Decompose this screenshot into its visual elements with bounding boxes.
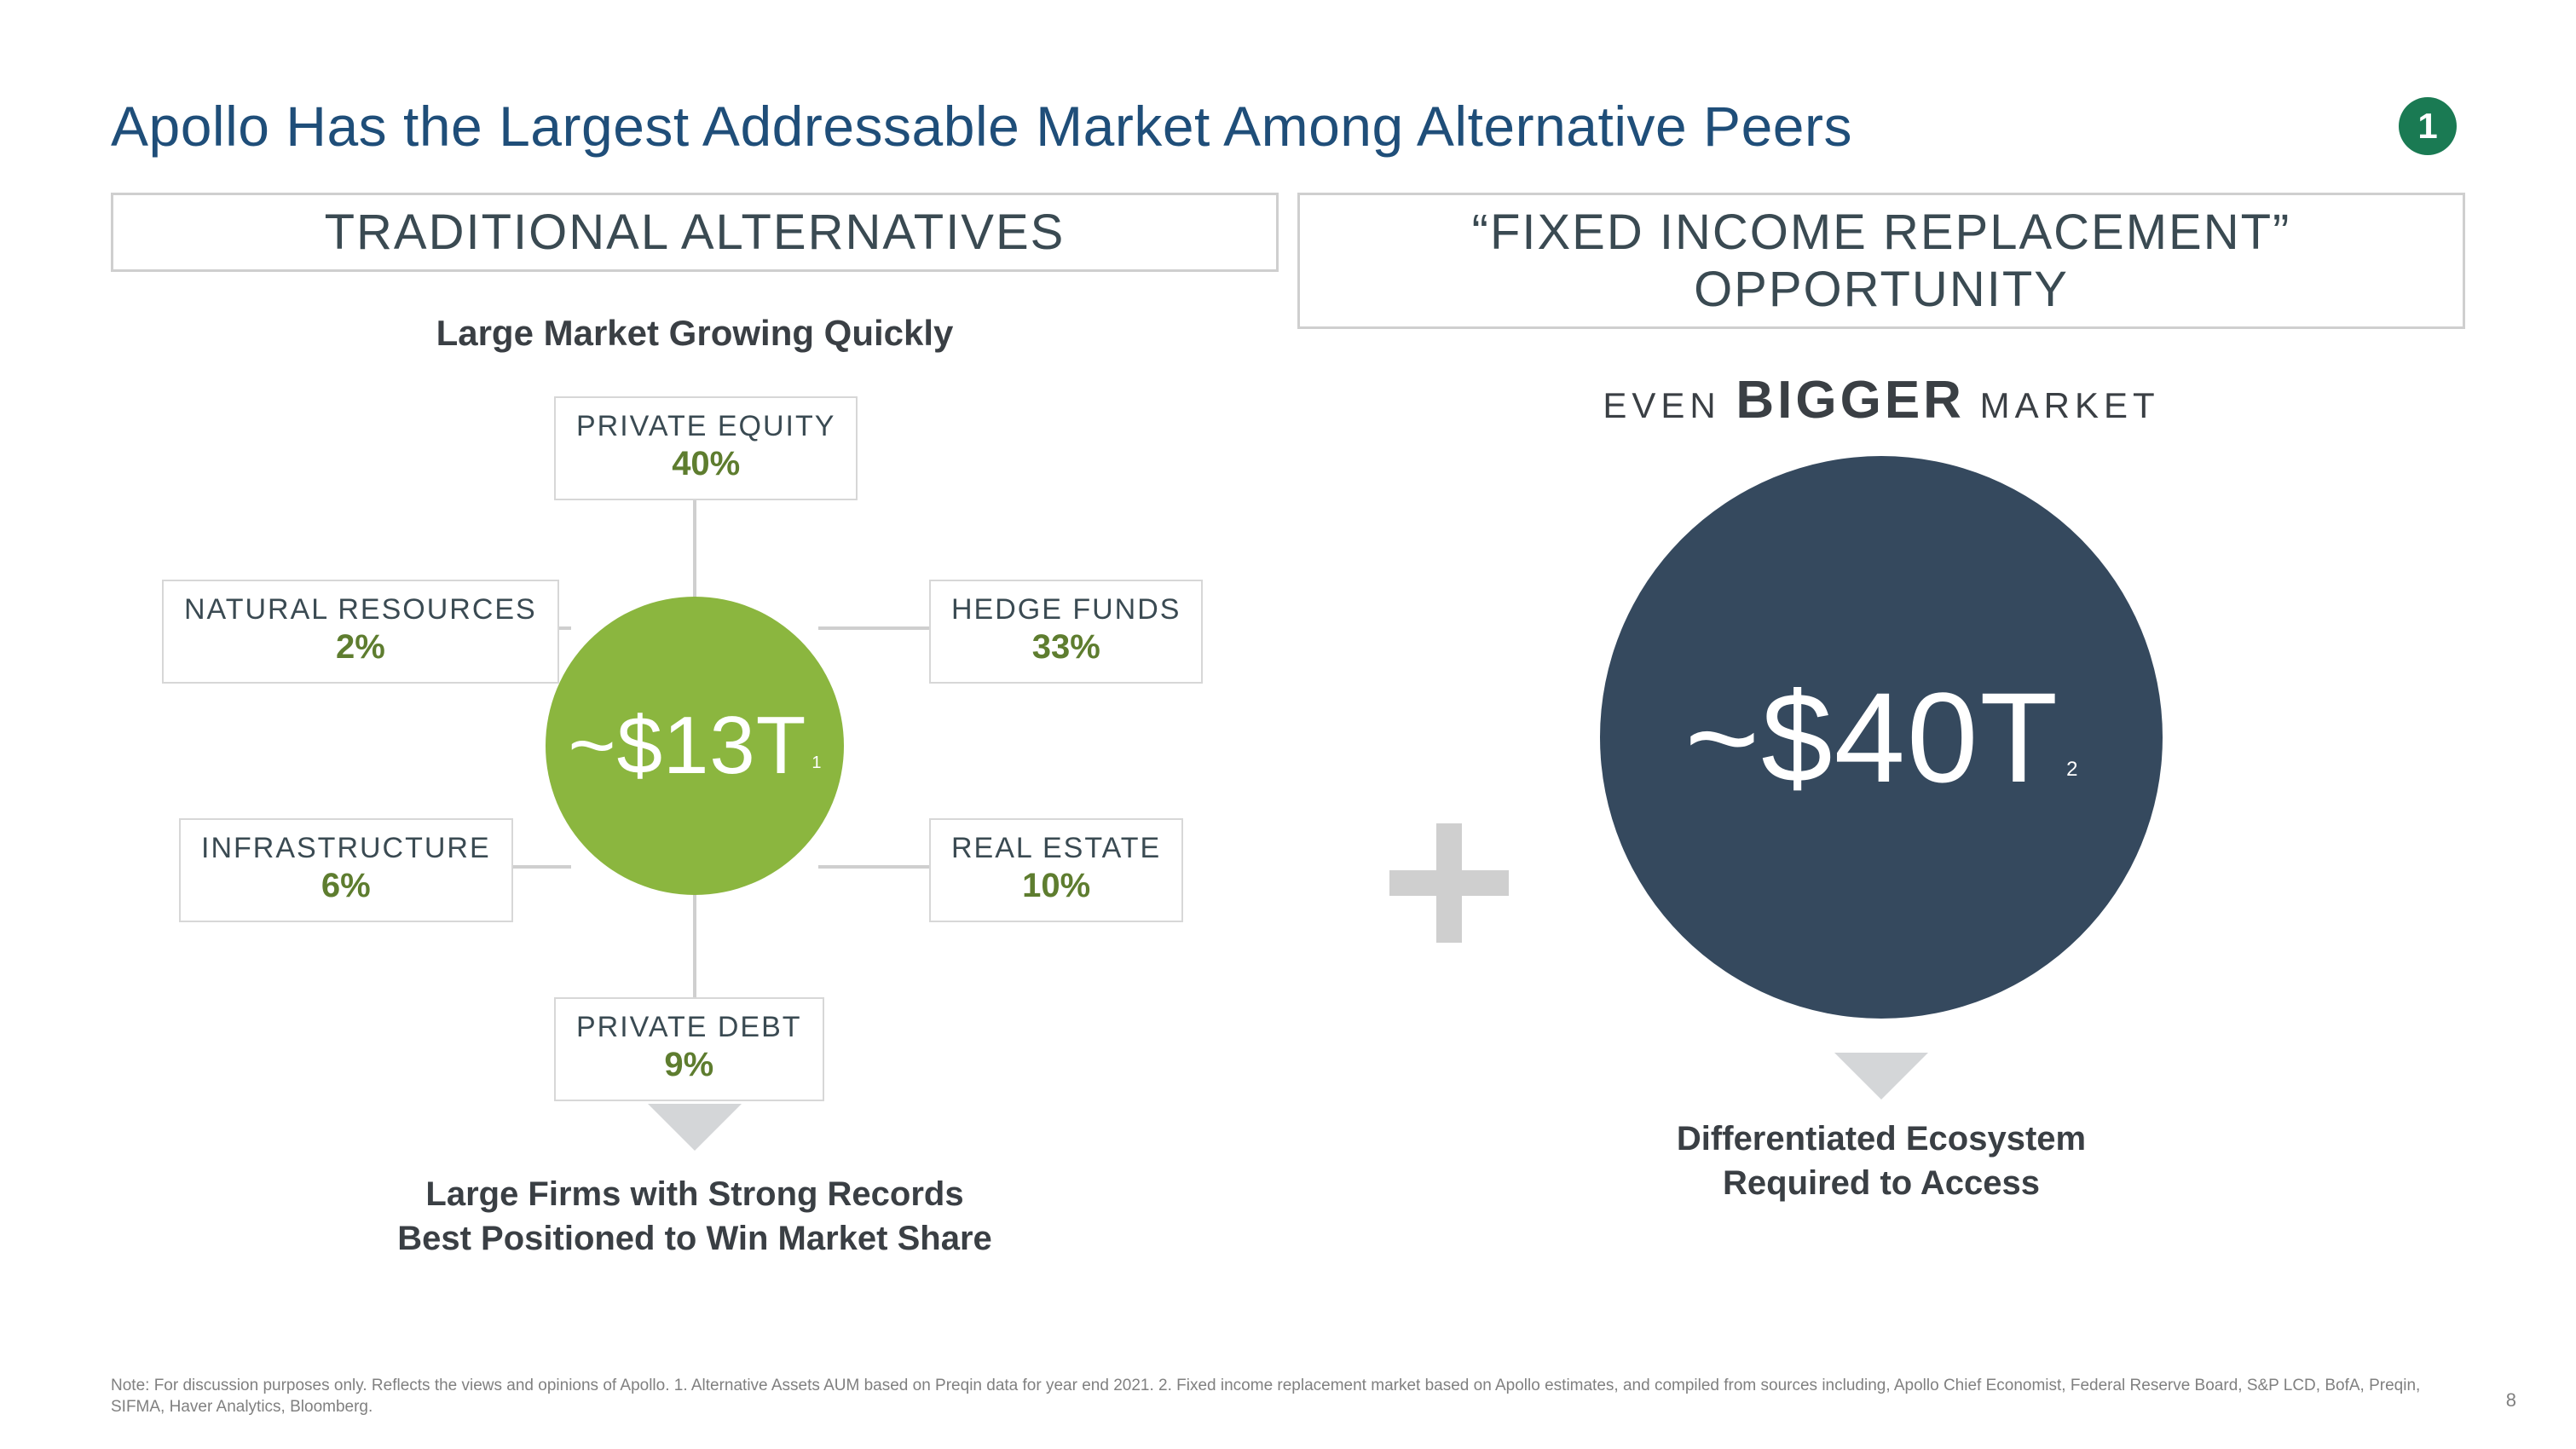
center-circle: ~$13T1 bbox=[546, 597, 844, 895]
page-title: Apollo Has the Largest Addressable Marke… bbox=[111, 94, 1852, 159]
box-infrastructure: INFRASTRUCTURE 6% bbox=[179, 818, 513, 922]
right-column: “FIXED INCOME REPLACEMENT” OPPORTUNITY E… bbox=[1297, 193, 2465, 1205]
caption-line: Differentiated Ecosystem bbox=[1297, 1117, 2465, 1161]
box-private-equity: PRIVATE EQUITY 40% bbox=[554, 396, 858, 500]
box-label: PRIVATE DEBT bbox=[576, 1011, 802, 1044]
box-label: HEDGE FUNDS bbox=[951, 593, 1181, 626]
caption-line: Large Firms with Strong Records bbox=[111, 1172, 1279, 1216]
subhead-big: BIGGER bbox=[1736, 371, 1965, 430]
two-column-layout: TRADITIONAL ALTERNATIVES Large Market Gr… bbox=[111, 193, 2465, 1261]
box-pct: 10% bbox=[951, 867, 1161, 905]
connector bbox=[693, 490, 696, 601]
left-caption: Large Firms with Strong Records Best Pos… bbox=[111, 1172, 1279, 1261]
right-section-header: “FIXED INCOME REPLACEMENT” OPPORTUNITY bbox=[1297, 193, 2465, 329]
big-circle-value: ~$40T bbox=[1685, 666, 2060, 809]
left-section-header: TRADITIONAL ALTERNATIVES bbox=[111, 193, 1279, 272]
page-number: 8 bbox=[2506, 1389, 2516, 1411]
down-arrow-icon bbox=[648, 1104, 742, 1151]
box-label: REAL ESTATE bbox=[951, 832, 1161, 865]
box-pct: 40% bbox=[576, 445, 835, 483]
box-label: INFRASTRUCTURE bbox=[201, 832, 491, 865]
title-row: Apollo Has the Largest Addressable Marke… bbox=[111, 94, 2465, 159]
subhead-pre: EVEN bbox=[1603, 385, 1720, 425]
center-value: ~$13T bbox=[569, 700, 807, 791]
box-pct: 33% bbox=[951, 628, 1181, 667]
box-natural-resources: NATURAL RESOURCES 2% bbox=[162, 580, 559, 684]
connector bbox=[693, 891, 696, 1002]
box-label: PRIVATE EQUITY bbox=[576, 410, 835, 443]
box-pct: 2% bbox=[184, 628, 537, 667]
left-subhead: Large Market Growing Quickly bbox=[111, 313, 1279, 354]
center-sup: 1 bbox=[811, 753, 821, 772]
left-column: TRADITIONAL ALTERNATIVES Large Market Gr… bbox=[111, 193, 1279, 1261]
subhead-post: MARKET bbox=[1980, 385, 2160, 425]
caption-line: Required to Access bbox=[1297, 1161, 2465, 1205]
box-label: NATURAL RESOURCES bbox=[184, 593, 537, 626]
down-arrow-icon bbox=[1834, 1053, 1928, 1100]
box-hedge-funds: HEDGE FUNDS 33% bbox=[929, 580, 1203, 684]
box-real-estate: REAL ESTATE 10% bbox=[929, 818, 1183, 922]
slide: Apollo Has the Largest Addressable Marke… bbox=[0, 0, 2576, 1449]
caption-line: Best Positioned to Win Market Share bbox=[111, 1216, 1279, 1261]
alternatives-diagram: ~$13T1 PRIVATE EQUITY 40% HEDGE FUNDS 33… bbox=[111, 379, 1279, 1112]
box-pct: 6% bbox=[201, 867, 491, 905]
footnote: Note: For discussion purposes only. Refl… bbox=[111, 1375, 2423, 1418]
big-circle: ~$40T 2 bbox=[1600, 456, 2163, 1019]
right-subhead: EVEN BIGGER MARKET bbox=[1297, 370, 2465, 430]
section-badge: 1 bbox=[2399, 97, 2457, 155]
right-caption: Differentiated Ecosystem Required to Acc… bbox=[1297, 1117, 2465, 1205]
box-pct: 9% bbox=[576, 1046, 802, 1084]
big-circle-sup: 2 bbox=[2066, 758, 2077, 781]
box-private-debt: PRIVATE DEBT 9% bbox=[554, 997, 824, 1101]
